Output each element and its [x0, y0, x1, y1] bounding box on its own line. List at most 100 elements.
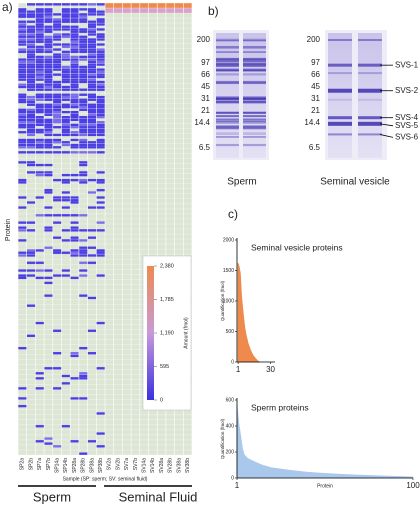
heatmap-cell	[44, 294, 53, 297]
y-tick-label: 200	[226, 449, 235, 455]
heatmap-cell	[52, 20, 62, 24]
heatmap-cell	[78, 274, 88, 277]
heatmap-cell	[61, 85, 71, 89]
heatmap-cell	[61, 151, 71, 154]
heatmap-cell	[131, 5, 140, 9]
heatmap-cell	[61, 95, 71, 99]
heatmap-cell	[61, 173, 71, 177]
heatmap-cell	[35, 163, 45, 167]
heatmap-cell	[61, 123, 71, 127]
heatmap-cell	[52, 251, 62, 255]
heatmap-cell	[44, 20, 53, 24]
heatmap-cell	[70, 93, 79, 96]
heatmap-cell	[35, 68, 45, 71]
heatmap-cell	[52, 196, 62, 199]
heatmap-cell	[131, 8, 140, 11]
heatmap-cell	[44, 126, 53, 129]
heatmap-cell	[87, 10, 97, 14]
marker-label: 14.4	[304, 118, 320, 127]
heatmap-cell	[18, 98, 27, 101]
heatmap-cell	[87, 33, 97, 36]
gel-band	[243, 60, 266, 63]
column-label: SV7b	[133, 458, 139, 470]
heatmap-cell	[44, 226, 53, 229]
heatmap-cell	[70, 133, 79, 137]
heatmap-cell	[96, 432, 105, 435]
heatmap-cell	[18, 110, 27, 114]
heatmap-cell	[26, 3, 36, 6]
heatmap-cell	[52, 138, 62, 142]
heatmap-cell	[26, 98, 36, 101]
gel-band	[216, 62, 239, 65]
gel-band	[216, 100, 239, 104]
heatmap-cell	[35, 23, 45, 26]
heatmap-cell	[61, 133, 71, 137]
heatmap-cell	[44, 13, 53, 16]
heatmap-cell	[18, 95, 27, 99]
heatmap-cell	[61, 374, 71, 378]
heatmap-cell	[44, 3, 53, 6]
gel-band	[216, 126, 239, 130]
heatmap-cell	[26, 43, 36, 46]
heatmap-cell	[87, 352, 97, 355]
heatmap-cell	[78, 239, 88, 242]
heatmap-cell	[87, 128, 97, 132]
heatmap-cell	[87, 85, 97, 89]
heatmap-cell	[113, 8, 123, 11]
gel-band	[216, 118, 239, 120]
heatmap-cell	[18, 33, 27, 36]
column-label: SV28b	[168, 458, 174, 473]
heatmap-cell	[96, 58, 105, 61]
column-label: SV14b	[150, 458, 156, 473]
marker-label: 6.5	[199, 143, 211, 152]
heatmap-cell	[44, 206, 53, 209]
heatmap-cell	[61, 213, 71, 217]
heatmap-cell	[52, 65, 62, 69]
heatmap-cell	[26, 75, 36, 79]
heatmap-cell	[165, 3, 175, 6]
heatmap-cell	[70, 126, 79, 129]
heatmap-cell	[61, 121, 71, 124]
heatmap-cell	[44, 48, 53, 51]
heatmap-cell	[52, 98, 62, 101]
heatmap-cell	[26, 269, 36, 272]
heatmap-cell	[35, 83, 45, 86]
heatmap-cell	[96, 95, 105, 99]
gel-band	[243, 51, 266, 53]
heatmap-cell	[52, 249, 62, 252]
heatmap-cell	[78, 173, 88, 177]
heatmap-cell	[61, 20, 71, 24]
gel-band	[216, 60, 239, 63]
heatmap-cell	[35, 108, 45, 111]
heatmap-cell	[70, 236, 79, 240]
x-tick-label: 30	[266, 365, 275, 374]
heatmap-cell	[96, 116, 105, 119]
heatmap-cell	[70, 439, 79, 443]
heatmap-cell	[87, 254, 97, 257]
gel-band	[216, 81, 239, 85]
heatmap-cell	[61, 269, 71, 272]
heatmap-cell	[87, 28, 97, 31]
heatmap-cell	[18, 93, 27, 96]
heatmap-cell	[44, 146, 53, 149]
heatmap-cell	[78, 181, 88, 184]
heatmap-cell	[78, 48, 88, 51]
heatmap-cell	[78, 261, 88, 265]
heatmap-cell	[96, 10, 105, 14]
heatmap-cell	[44, 80, 53, 84]
heatmap-cell	[52, 25, 62, 29]
gel-band	[358, 88, 382, 93]
lane-label: Seminal vesicle	[320, 177, 390, 188]
heatmap-cell	[18, 196, 27, 199]
heatmap-cell	[70, 143, 79, 147]
heatmap-cell	[96, 254, 105, 257]
heatmap-cell	[44, 269, 53, 272]
heatmap-cell	[87, 63, 97, 66]
heatmap-cell	[52, 38, 62, 41]
heatmap-cell	[96, 108, 105, 111]
heatmap-cell	[26, 35, 36, 39]
heatmap-cell	[70, 196, 79, 199]
heatmap-cell	[70, 35, 79, 39]
heatmap-cell	[96, 80, 105, 84]
gel-band	[328, 72, 352, 75]
